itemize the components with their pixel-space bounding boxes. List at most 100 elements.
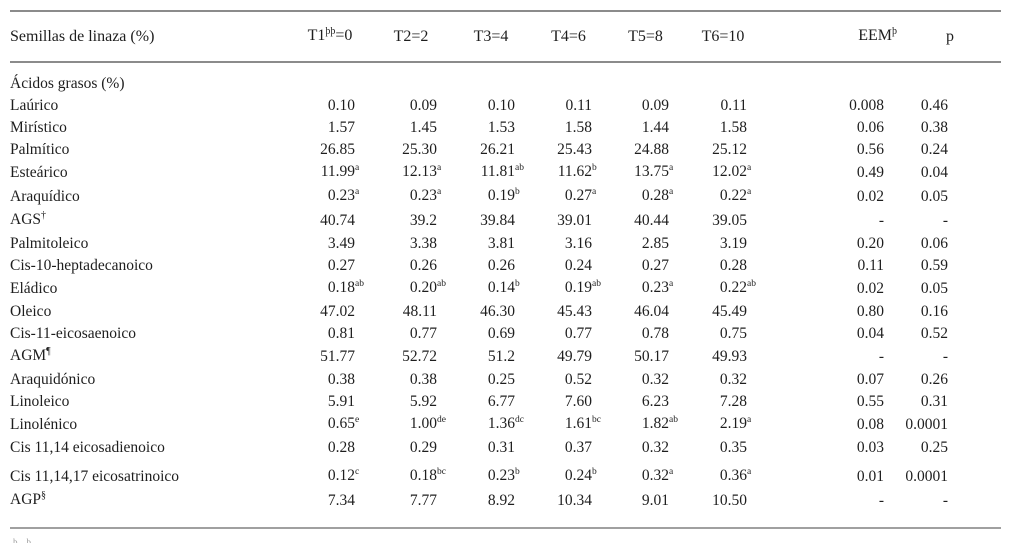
- value-cell: 51.77: [290, 345, 370, 369]
- value-cell: 49.79: [530, 345, 607, 369]
- value-cell: 0.03: [762, 437, 899, 459]
- value-cell: 0.29: [370, 437, 452, 459]
- table-row: Cis-10-heptadecanoico 0.27 0.26 0.26 0.24 0.2…: [10, 255, 1001, 277]
- value-number: 0.31: [920, 393, 948, 410]
- row-label: Cis 11,14,17 eicosatrinoico: [10, 459, 290, 489]
- value-number: 0.56: [856, 141, 884, 158]
- value-cell: -: [899, 489, 1001, 528]
- row-label: Linoleico: [10, 391, 290, 413]
- value-number: -: [942, 348, 948, 365]
- value-number: 0.37: [564, 439, 592, 456]
- value-cell: 1.57: [290, 117, 370, 139]
- value-number: 0.24: [564, 257, 592, 274]
- row-label: AGP§: [10, 489, 290, 528]
- col-header-text: T1: [307, 27, 326, 44]
- value-cell: 46.04: [607, 301, 684, 323]
- value-cell: 0.28: [290, 437, 370, 459]
- section-label: Ácidos grasos (%): [10, 75, 125, 92]
- value-cell: 45.49: [684, 301, 762, 323]
- col-header-text: T5: [628, 28, 646, 45]
- row-label: Cis-10-heptadecanoico: [10, 255, 290, 277]
- value-cell: 0.23a: [370, 185, 452, 209]
- value-cell: 1.58: [684, 117, 762, 139]
- value-number: 0.59: [920, 257, 948, 274]
- value-number: 0.09: [641, 97, 669, 114]
- significance-superscript: b: [515, 279, 520, 289]
- value-cell: 3.16: [530, 233, 607, 255]
- row-label: Oleico: [10, 301, 290, 323]
- row-label-text: Linoleico: [10, 393, 70, 410]
- value-cell: 0.77: [370, 323, 452, 345]
- significance-superscript: a: [669, 279, 674, 289]
- value-cell: 0.20: [762, 233, 899, 255]
- value-cell: 0.02: [762, 277, 899, 301]
- value-cell: 0.52: [530, 369, 607, 391]
- value-cell: -: [762, 489, 899, 528]
- value-number: 3.49: [327, 235, 355, 252]
- value-cell: 0.25: [899, 437, 1001, 459]
- value-number: 0.23: [641, 279, 669, 296]
- value-cell: 2.85: [607, 233, 684, 255]
- value-cell: 47.02: [290, 301, 370, 323]
- value-cell: 12.13a: [370, 161, 452, 185]
- value-cell: 0.38: [370, 369, 452, 391]
- row-label: Linolénico: [10, 413, 290, 437]
- value-number: 46.04: [634, 303, 669, 320]
- row-label-text: AGM: [10, 347, 47, 364]
- significance-superscript: a: [669, 187, 674, 197]
- value-cell: 1.58: [530, 117, 607, 139]
- value-number: 0.06: [856, 119, 884, 136]
- value-cell: 11.62b: [530, 161, 607, 185]
- value-cell: 0.78: [607, 323, 684, 345]
- value-number: -: [878, 348, 884, 365]
- value-number: 1.57: [327, 119, 355, 136]
- col-header-text: T2: [393, 28, 412, 45]
- row-label-text: Mirístico: [10, 119, 67, 136]
- value-number: 1.00: [409, 415, 437, 432]
- value-number: 0.69: [487, 325, 515, 342]
- significance-superscript: a: [747, 467, 752, 477]
- value-cell: 51.2: [452, 345, 530, 369]
- value-number: 0.10: [487, 97, 515, 114]
- value-number: 11.62: [557, 163, 592, 180]
- value-number: 51.77: [320, 348, 355, 365]
- value-number: 0.12: [327, 467, 355, 484]
- significance-superscript: b: [515, 187, 520, 197]
- value-number: 52.72: [402, 348, 437, 365]
- significance-superscript: a: [592, 187, 597, 197]
- value-cell: 1.00de: [370, 413, 452, 437]
- table-row: Mirístico 1.57 1.45 1.53 1.58 1.44 1.58 0.06 0.3…: [10, 117, 1001, 139]
- value-number: 0.0001: [905, 416, 948, 433]
- value-number: 25.12: [712, 141, 747, 158]
- value-cell: 0.32: [607, 437, 684, 459]
- value-cell: 0.09: [607, 95, 684, 117]
- value-number: 39.84: [480, 212, 515, 229]
- col-header-t5: T5=8: [607, 11, 684, 63]
- value-number: 1.36: [487, 415, 515, 432]
- value-number: 0.09: [409, 97, 437, 114]
- value-cell: 13.75a: [607, 161, 684, 185]
- row-label: Araquídico: [10, 185, 290, 209]
- value-number: 0.32: [641, 439, 669, 456]
- value-cell: 40.74: [290, 209, 370, 233]
- value-cell: 0.32: [607, 369, 684, 391]
- value-cell: 0.31: [452, 437, 530, 459]
- value-number: 0.49: [856, 164, 884, 181]
- value-number: 0.52: [920, 325, 948, 342]
- table-row: Cis 11,14,17 eicosatrinoico 0.12c 0.18bc 0.…: [10, 459, 1001, 489]
- value-cell: -: [762, 209, 899, 233]
- significance-superscript: b: [515, 467, 520, 477]
- value-cell: 0.55: [762, 391, 899, 413]
- value-cell: 1.82ab: [607, 413, 684, 437]
- value-cell: 46.30: [452, 301, 530, 323]
- value-number: 1.58: [564, 119, 592, 136]
- value-number: 10.34: [557, 492, 592, 509]
- value-number: 0.28: [327, 439, 355, 456]
- col-header-text: T6: [701, 28, 720, 45]
- value-number: 0.35: [719, 439, 747, 456]
- value-number: 0.05: [920, 188, 948, 205]
- row-label: Cis-11-eicosaenoico: [10, 323, 290, 345]
- value-number: 0.77: [409, 325, 437, 342]
- header-row: Semillas de linaza (%) T1þþ=0 T2=2 T3=4 T4=…: [10, 11, 1001, 63]
- value-number: 39.05: [712, 212, 747, 229]
